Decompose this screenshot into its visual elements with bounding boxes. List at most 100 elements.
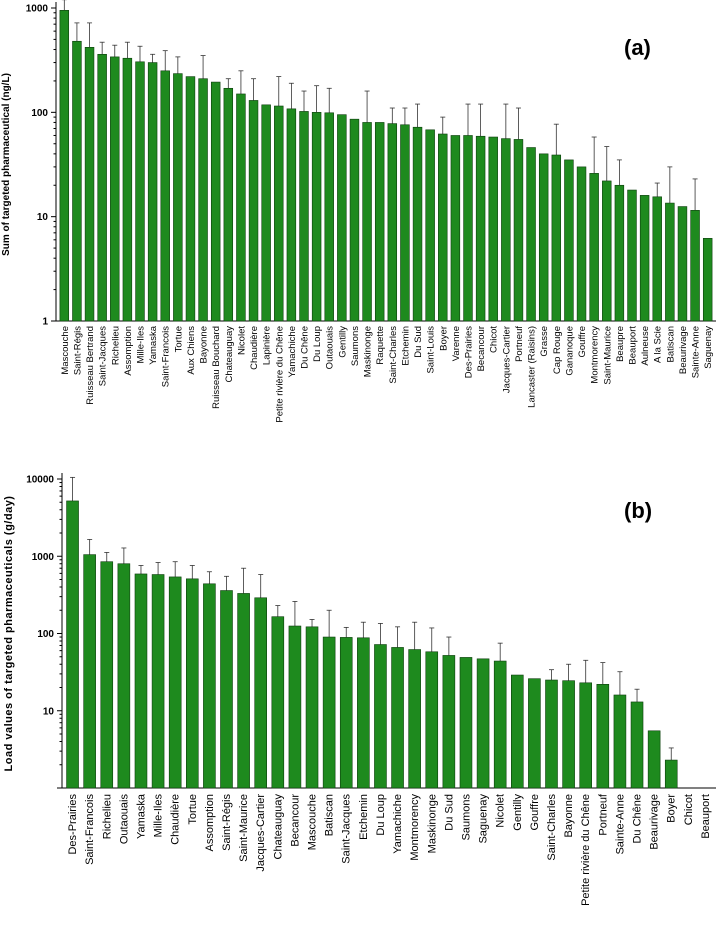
category-label: Chaudière [170, 794, 182, 845]
bar-a [665, 202, 675, 322]
bar-a [412, 126, 423, 322]
category-label: Yamaska [148, 325, 159, 365]
category-label: Petite rivière du Chêne [274, 326, 285, 423]
category-label: Chaudière [249, 326, 260, 370]
category-label: Batiscan [324, 794, 336, 836]
bar-b [288, 625, 302, 789]
bar-b [664, 759, 678, 789]
bar-a [602, 180, 612, 322]
bar-b [493, 660, 507, 789]
category-label: Sainte-Anne [614, 794, 626, 855]
chart-panel-a: 1 10 100 1000 Sum of targeted pharmaceutical… [1, 0, 716, 423]
category-label: Beaurivage [678, 326, 689, 374]
category-label: Nicolet [495, 794, 507, 828]
category-label: Raquette [375, 326, 386, 365]
category-label: Saguenay [703, 326, 714, 369]
y-tick-label: 1000 [32, 552, 55, 563]
category-label: Petite rivière du Chêne [580, 794, 592, 906]
category-label: Mille-Iles [153, 794, 165, 838]
bar-b [545, 679, 558, 789]
category-label: Batiscan [665, 326, 676, 362]
category-label: Chicot [489, 326, 500, 353]
bar-a [513, 139, 524, 322]
bar-a [210, 81, 221, 322]
bar-b [254, 597, 267, 789]
y-tick-label: 10000 [26, 475, 54, 486]
category-label: Maskinonge [363, 326, 374, 377]
category-label: Richelieu [110, 326, 121, 365]
category-label: Lapinière [262, 326, 273, 365]
category-label: Mille-Iles [136, 326, 147, 364]
category-label: Boyer [666, 794, 678, 823]
bar-a [425, 129, 435, 322]
category-label: Outaouais [325, 326, 336, 370]
category-label: Des-Prairies [464, 326, 475, 379]
category-label: Bayonne [563, 794, 575, 837]
category-label: Saumons [350, 326, 361, 366]
category-label: Du Chêne [300, 326, 311, 369]
bar-b [220, 590, 233, 789]
bar-b [425, 651, 439, 789]
y-tick-label: 1 [42, 317, 48, 328]
bar-a [652, 196, 662, 322]
category-label: A la Scie [653, 326, 664, 363]
bar-a [438, 133, 448, 322]
bar-b [151, 574, 165, 789]
category-label: Beaupre [615, 326, 626, 362]
bar-a [551, 154, 562, 322]
category-label: Gouffre [529, 794, 541, 831]
bar-b [186, 578, 199, 789]
category-label: Saint-Maurice [602, 326, 613, 385]
bar-b [271, 616, 285, 789]
bar-a [72, 40, 82, 322]
y-tick-label: 100 [31, 108, 48, 119]
category-label: Beauport [628, 326, 639, 365]
bar-a [248, 100, 259, 322]
category-label: Saint-Jacques [98, 326, 109, 386]
bar-a [501, 138, 511, 322]
category-label: Yamaska [135, 793, 147, 839]
category-label: Yamachiche [392, 794, 404, 854]
category-label: Du Sud [443, 794, 455, 831]
category-label: Tortue [187, 794, 199, 825]
bar-b [66, 500, 79, 789]
bar-a [526, 147, 536, 322]
bar-a [349, 118, 360, 322]
bar-a [400, 124, 410, 322]
bar-a [589, 173, 599, 322]
category-label: Becancour [289, 794, 301, 847]
bar-b [237, 593, 250, 789]
bar-b [408, 649, 421, 789]
bar-a [147, 62, 158, 322]
category-label: Du Loup [312, 326, 323, 362]
category-label: Beaurivage [649, 794, 661, 850]
y-axis-label: Load values of targeted pharmaceuticals … [3, 496, 15, 772]
bar-a [198, 78, 208, 322]
category-label: Gentilly [512, 794, 524, 831]
category-label: Yamachiche [287, 326, 298, 378]
category-label: Aux Chiens [186, 326, 197, 375]
category-label: Saint-Charles [388, 326, 399, 384]
bar-a [475, 135, 486, 322]
category-label: Du Loup [375, 794, 387, 836]
bar-a [337, 114, 347, 322]
bar-b [203, 583, 216, 789]
bar-a [387, 123, 398, 322]
category-label: Mascouche [307, 794, 319, 850]
bar-b [511, 674, 524, 789]
y-tick-label: 100 [37, 629, 54, 640]
y-tick-label: 1000 [26, 4, 49, 15]
bar-a [274, 105, 284, 322]
bar-a [324, 112, 334, 322]
category-label: Aulneuse [640, 326, 651, 366]
category-label: Becancour [476, 326, 487, 371]
category-label: Saint-Francois [161, 326, 172, 387]
category-label: Ruisseau Bertrand [85, 326, 96, 405]
chart-panel-b: 10 100 1000 10000 Load values of targeted ph… [3, 473, 716, 906]
y-tick-label: 10 [43, 706, 55, 717]
category-label: Saint-Francois [84, 794, 96, 865]
category-label: Richelieu [101, 794, 113, 839]
category-label: Du Chêne [632, 794, 644, 844]
category-label: Gouffre [577, 326, 588, 358]
